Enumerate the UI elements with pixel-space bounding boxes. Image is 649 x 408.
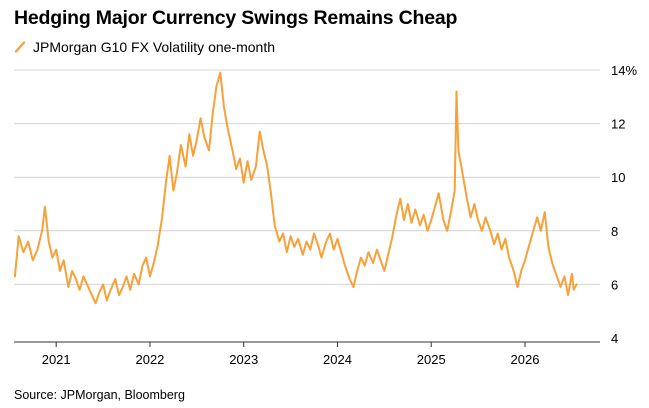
chart-title: Hedging Major Currency Swings Remains Ch… bbox=[14, 7, 458, 29]
legend-label: JPMorgan G10 FX Volatility one-month bbox=[33, 39, 276, 55]
series-line-0 bbox=[13, 71, 578, 305]
source-note: Source: JPMorgan, Bloomberg bbox=[14, 388, 185, 402]
x-tick-label-2021: 2021 bbox=[42, 352, 71, 367]
y-tick-label-8: 8 bbox=[611, 224, 618, 239]
x-tick-label-2025: 2025 bbox=[417, 352, 446, 367]
x-tick-label-2026: 2026 bbox=[511, 352, 540, 367]
y-tick-label-6: 6 bbox=[611, 277, 618, 292]
x-tick-label-2022: 2022 bbox=[135, 352, 164, 367]
legend: JPMorgan G10 FX Volatility one-month bbox=[14, 39, 275, 55]
y-tick-label-10: 10 bbox=[611, 170, 625, 185]
x-tick-label-2024: 2024 bbox=[323, 352, 352, 367]
y-tick-label-12: 12 bbox=[611, 117, 625, 132]
y-tick-label-4: 4 bbox=[611, 331, 618, 346]
y-tick-label-14: 14% bbox=[611, 63, 637, 78]
x-tick-label-2023: 2023 bbox=[229, 352, 258, 367]
legend-swatch-icon bbox=[14, 41, 26, 53]
